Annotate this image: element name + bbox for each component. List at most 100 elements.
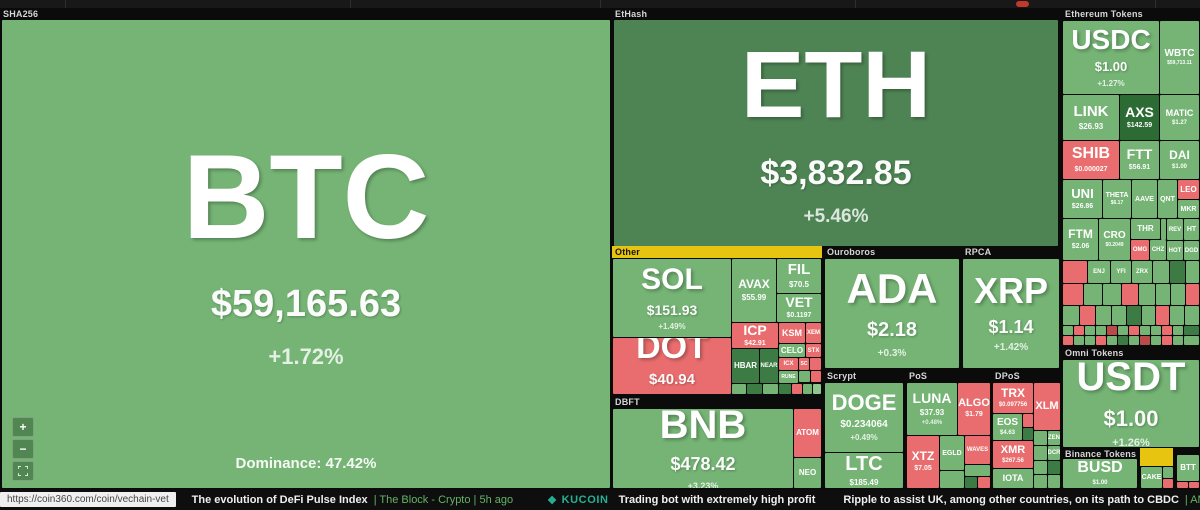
- tile-cell[interactable]: [1034, 446, 1047, 460]
- tile-UNI[interactable]: UNI $26.86: [1063, 180, 1102, 218]
- tile-ENJ[interactable]: ENJ: [1088, 261, 1110, 283]
- tile-cell[interactable]: [1048, 475, 1060, 488]
- tile-cell[interactable]: [1185, 306, 1199, 325]
- tile-cell[interactable]: [1023, 428, 1033, 440]
- tile-cell[interactable]: [1096, 306, 1111, 325]
- zoom-in-button[interactable]: +: [12, 417, 34, 437]
- tile-cell[interactable]: [1063, 284, 1083, 305]
- news-item-2-title[interactable]: Ripple to assist UK, among other countri…: [843, 494, 1179, 506]
- tile-cell[interactable]: [799, 371, 810, 382]
- tile-MATIC[interactable]: MATIC $1.27: [1160, 95, 1199, 140]
- tile-cell[interactable]: [978, 477, 990, 488]
- tile-cell[interactable]: [1034, 431, 1047, 445]
- tile-cell[interactable]: [1162, 336, 1172, 345]
- tile-FTT[interactable]: FTT $56.91: [1120, 141, 1159, 179]
- tile-cell[interactable]: [1084, 284, 1102, 305]
- tile-EGLD[interactable]: EGLD: [940, 436, 964, 470]
- tile-XLM[interactable]: XLM: [1034, 383, 1060, 430]
- tile-cell[interactable]: [1074, 336, 1084, 345]
- tile-NEO[interactable]: NEO: [794, 458, 821, 488]
- tile-cell[interactable]: [965, 477, 977, 488]
- tile-cell[interactable]: [1156, 306, 1169, 325]
- news-item-2-source[interactable]: | AMBCrypto | 5h ago: [1184, 494, 1200, 506]
- tile-AVAX[interactable]: AVAX $55.99: [732, 259, 776, 322]
- tile-cell[interactable]: [792, 384, 802, 394]
- news-item-1-source[interactable]: | The Block - Crypto | 5h ago: [373, 494, 514, 506]
- tile-cell[interactable]: [1156, 284, 1170, 305]
- tile-DOGE[interactable]: DOGE $0.234064 +0.49%: [825, 383, 903, 452]
- tile-cell[interactable]: [1080, 306, 1095, 325]
- tile-cell[interactable]: [1118, 336, 1128, 345]
- tile-cell[interactable]: [1184, 336, 1199, 345]
- tile-cell[interactable]: [1107, 326, 1117, 335]
- zoom-out-button[interactable]: −: [12, 439, 34, 459]
- tile-cell[interactable]: [1139, 284, 1155, 305]
- tile-cell[interactable]: [779, 384, 791, 394]
- tile-DCR[interactable]: DCR: [1048, 446, 1060, 460]
- tile-cell[interactable]: [1151, 336, 1161, 345]
- tile-LTC[interactable]: LTC $185.49: [825, 453, 903, 488]
- tile-XEM[interactable]: XEM: [806, 323, 821, 343]
- tile-EOS[interactable]: EOS $4.63: [993, 414, 1022, 440]
- tile-cell[interactable]: [732, 384, 746, 394]
- tile-THETA[interactable]: THETA $6.17: [1103, 180, 1131, 218]
- tile-THR[interactable]: THR: [1131, 219, 1160, 239]
- tile-CELO[interactable]: CELO: [779, 344, 805, 357]
- tile-cell[interactable]: [747, 384, 762, 394]
- tile-FIL[interactable]: FIL $70.5: [777, 259, 821, 293]
- tile-SC[interactable]: SC: [799, 358, 809, 370]
- tile-HOT[interactable]: HOT: [1167, 241, 1183, 260]
- kucoin-label[interactable]: KUCOIN: [561, 494, 609, 506]
- tile-cell[interactable]: [810, 358, 821, 370]
- tile-CAKE[interactable]: CAKE: [1141, 467, 1162, 488]
- tile-STX[interactable]: STX: [806, 344, 821, 357]
- tile-cell[interactable]: [1063, 326, 1073, 335]
- tile-MKR[interactable]: MKR: [1178, 200, 1199, 218]
- tile-KSM[interactable]: KSM: [779, 323, 805, 343]
- tile-CRO[interactable]: CRO $0.2049: [1099, 219, 1130, 260]
- tile-cell[interactable]: [1161, 219, 1166, 240]
- tile-cell[interactable]: [1170, 306, 1184, 325]
- tile-REV[interactable]: REV: [1167, 219, 1183, 240]
- tile-SHIB[interactable]: SHIB $0.000027: [1063, 141, 1119, 179]
- tile-cell[interactable]: [1163, 479, 1173, 488]
- tile-cell[interactable]: [1163, 467, 1173, 478]
- tile-ICP[interactable]: ICP $42.91: [732, 323, 778, 348]
- tile-cell[interactable]: [1142, 306, 1155, 325]
- news-item-1-title[interactable]: The evolution of DeFi Pulse Index: [191, 494, 368, 506]
- tile-cell[interactable]: [965, 465, 990, 476]
- tile-WAVES[interactable]: WAVES: [965, 436, 990, 464]
- tile-cell[interactable]: [1085, 326, 1095, 335]
- tile-cell[interactable]: [1186, 261, 1199, 283]
- tile-cell[interactable]: [1153, 261, 1169, 283]
- tile-cell[interactable]: [1107, 336, 1117, 345]
- tile-cell[interactable]: [1173, 326, 1183, 335]
- tile-LEO[interactable]: LEO: [1178, 180, 1199, 199]
- tile-cell[interactable]: [1173, 336, 1183, 345]
- tile-NEAR[interactable]: NEAR: [760, 349, 778, 383]
- tile-cell[interactable]: [1034, 475, 1047, 488]
- tile-USDC[interactable]: USDC $1.00 +1.27%: [1063, 21, 1159, 94]
- tile-SOL[interactable]: SOL $151.93 +1.49%: [613, 259, 731, 337]
- tile-YFI[interactable]: YFI: [1111, 261, 1131, 283]
- tile-cell[interactable]: [1063, 261, 1087, 283]
- tile-cell[interactable]: [1048, 461, 1060, 474]
- tile-cell[interactable]: [1177, 482, 1188, 488]
- tile-cell[interactable]: [1103, 284, 1121, 305]
- tile-cell[interactable]: [1112, 306, 1126, 325]
- tile-cell[interactable]: [1063, 306, 1079, 325]
- tile-cell[interactable]: [1170, 261, 1185, 283]
- tile-cell[interactable]: [1140, 336, 1150, 345]
- tile-cell[interactable]: [1186, 284, 1199, 305]
- tile-FTM[interactable]: FTM $2.06: [1063, 219, 1098, 260]
- tile-IOTA[interactable]: IOTA: [993, 469, 1033, 488]
- tile-CHZ[interactable]: CHZ: [1150, 240, 1166, 260]
- tile-BNB[interactable]: BNB $478.42 +3.23%: [613, 409, 793, 488]
- tile-cell[interactable]: [1171, 284, 1185, 305]
- tile-QNT[interactable]: QNT: [1158, 180, 1177, 218]
- tile-LUNA[interactable]: LUNA $37.93 +0.48%: [907, 383, 957, 435]
- kucoin-ad-text[interactable]: Trading bot with extremely high profit: [618, 494, 816, 506]
- tile-cell[interactable]: [1085, 336, 1095, 345]
- tile-cell[interactable]: [1151, 326, 1161, 335]
- tile-BUSD[interactable]: BUSD $1.00: [1063, 459, 1137, 488]
